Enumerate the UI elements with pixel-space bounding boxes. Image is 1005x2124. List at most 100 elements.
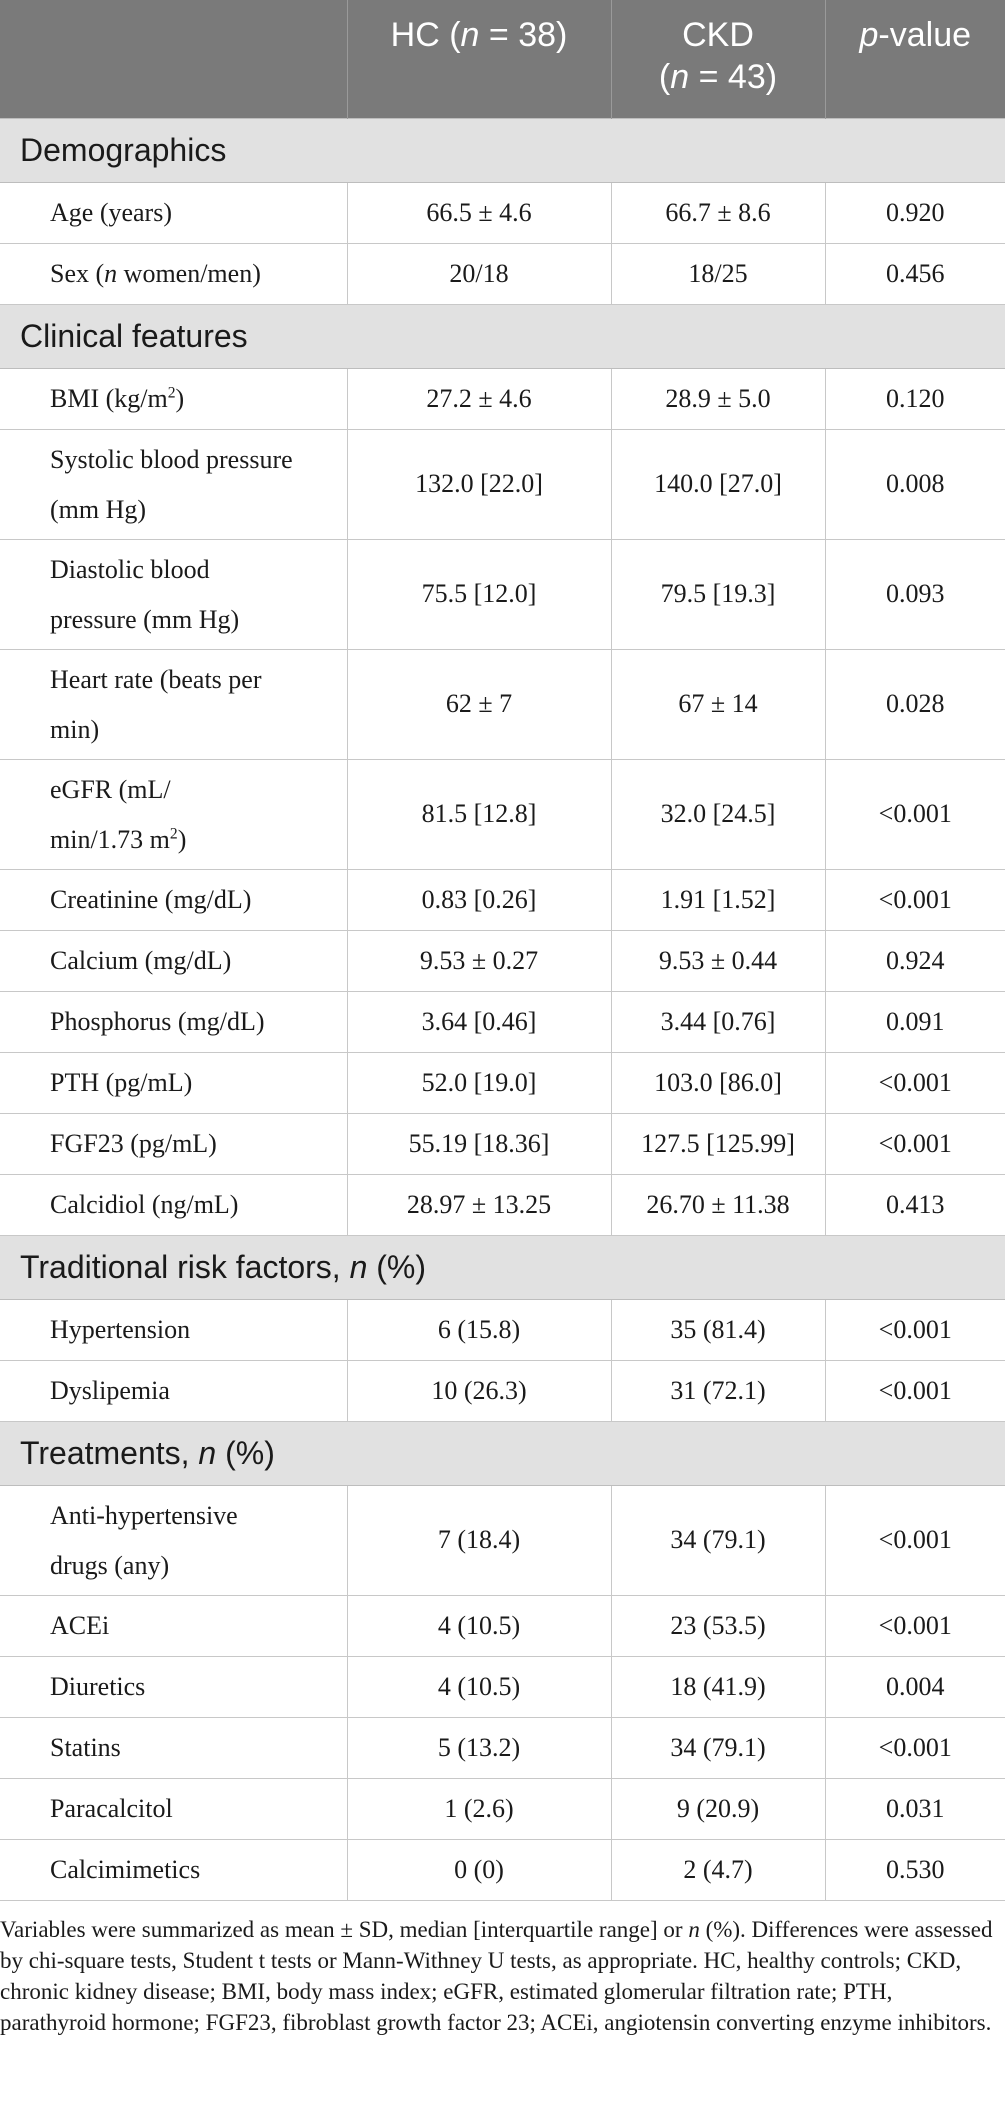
- header-pvalue-p: p: [859, 16, 879, 54]
- row-label-bmi-post: ): [175, 383, 185, 413]
- cell-hc-calcidiol: 28.97 ± 13.25: [346, 1173, 612, 1236]
- cell-hc-dyslipemia: 10 (26.3): [346, 1359, 612, 1422]
- cell-p-hr: 0.028: [824, 648, 1005, 760]
- row-label-sex: Sex (n women/men): [0, 242, 348, 305]
- table-row-age: Age (years) 66.5 ± 4.6 66.7 ± 8.6 0.920: [0, 181, 1005, 244]
- cell-hc-creatinine: 0.83 [0.26]: [346, 868, 612, 931]
- cell-ckd-calcium: 9.53 ± 0.44: [610, 929, 826, 992]
- cell-p-phosphorus: 0.091: [824, 990, 1005, 1053]
- cell-hc-egfr: 81.5 [12.8]: [346, 758, 612, 870]
- cell-ckd-age: 66.7 ± 8.6: [610, 181, 826, 244]
- cell-ckd-fgf23: 127.5 [125.99]: [610, 1112, 826, 1175]
- row-label-acei: ACEi: [0, 1594, 348, 1657]
- row-label-egfr-l1: eGFR (mL/: [50, 775, 171, 804]
- cell-hc-phosphorus: 3.64 [0.46]: [346, 990, 612, 1053]
- table-row-pth: PTH (pg/mL) 52.0 [19.0] 103.0 [86.0] <0.…: [0, 1051, 1005, 1114]
- table-row-acei: ACEi 4 (10.5) 23 (53.5) <0.001: [0, 1594, 1005, 1657]
- cell-p-dbp: 0.093: [824, 538, 1005, 650]
- table-row-paracalcitol: Paracalcitol 1 (2.6) 9 (20.9) 0.031: [0, 1777, 1005, 1840]
- header-ckd: CKD (n = 43): [610, 0, 825, 118]
- section-risk-suffix: (%): [367, 1248, 427, 1285]
- cell-p-fgf23: <0.001: [824, 1112, 1005, 1175]
- cell-p-egfr: <0.001: [824, 758, 1005, 870]
- table-container: HC (n = 38) CKD (n = 43) p-value Demograp…: [0, 0, 1005, 2035]
- row-label-fgf23: FGF23 (pg/mL): [0, 1112, 348, 1175]
- row-label-paracalcitol: Paracalcitol: [0, 1777, 348, 1840]
- cell-p-antihypertensive: <0.001: [824, 1484, 1005, 1596]
- cell-hc-fgf23: 55.19 [18.36]: [346, 1112, 612, 1175]
- row-label-egfr: eGFR (mL/min/1.73 m2): [0, 758, 348, 870]
- section-row-risk-factors: Traditional risk factors, n (%): [0, 1234, 1005, 1300]
- section-row-treatments: Treatments, n (%): [0, 1420, 1005, 1486]
- cell-ckd-creatinine: 1.91 [1.52]: [610, 868, 826, 931]
- cell-ckd-phosphorus: 3.44 [0.76]: [610, 990, 826, 1053]
- row-label-hypertension: Hypertension: [0, 1298, 348, 1361]
- cell-ckd-hr: 67 ± 14: [610, 648, 826, 760]
- row-label-bmi-sup: 2: [167, 383, 176, 401]
- header-hc-prefix: HC (: [390, 16, 461, 54]
- header-ckd-name: CKD: [682, 16, 754, 54]
- row-label-calcimimetics: Calcimimetics: [0, 1838, 348, 1901]
- table-row-calcium: Calcium (mg/dL) 9.53 ± 0.27 9.53 ± 0.44 …: [0, 929, 1005, 992]
- cell-p-calcium: 0.924: [824, 929, 1005, 992]
- header-pvalue-suffix: -value: [878, 16, 972, 54]
- row-label-calcium: Calcium (mg/dL): [0, 929, 348, 992]
- cell-p-statins: <0.001: [824, 1716, 1005, 1779]
- table-row-sex: Sex (n women/men) 20/18 18/25 0.456: [0, 242, 1005, 305]
- row-label-calcidiol: Calcidiol (ng/mL): [0, 1173, 348, 1236]
- row-label-sex-post: women/men): [117, 258, 261, 288]
- cell-ckd-antihypertensive: 34 (79.1): [610, 1484, 826, 1596]
- row-label-antihypertensive: Anti-hypertensive drugs (any): [0, 1484, 348, 1596]
- table-row-calcidiol: Calcidiol (ng/mL) 28.97 ± 13.25 26.70 ± …: [0, 1173, 1005, 1236]
- row-label-bmi-pre: BMI (kg/m: [50, 383, 168, 413]
- cell-p-diuretics: 0.004: [824, 1655, 1005, 1718]
- cell-hc-paracalcitol: 1 (2.6): [346, 1777, 612, 1840]
- table-row-calcimimetics: Calcimimetics 0 (0) 2 (4.7) 0.530: [0, 1838, 1005, 1901]
- table-row-egfr: eGFR (mL/min/1.73 m2) 81.5 [12.8] 32.0 […: [0, 758, 1005, 870]
- cell-hc-hr: 62 ± 7: [346, 648, 612, 760]
- cell-hc-diuretics: 4 (10.5): [346, 1655, 612, 1718]
- row-label-diuretics: Diuretics: [0, 1655, 348, 1718]
- section-treatments: Treatments, n (%): [0, 1420, 1005, 1486]
- cell-hc-sbp: 132.0 [22.0]: [346, 428, 612, 540]
- row-label-hr-l2: min): [50, 715, 100, 744]
- row-label-creatinine: Creatinine (mg/dL): [0, 868, 348, 931]
- cell-hc-hypertension: 6 (15.8): [346, 1298, 612, 1361]
- table-row-fgf23: FGF23 (pg/mL) 55.19 [18.36] 127.5 [125.9…: [0, 1112, 1005, 1175]
- header-pvalue: p-value: [824, 0, 1005, 118]
- table-row-antihypertensive: Anti-hypertensive drugs (any) 7 (18.4) 34…: [0, 1484, 1005, 1596]
- footnote-post: (%). Differences were assessed by chi-sq…: [0, 1916, 993, 2035]
- cell-hc-pth: 52.0 [19.0]: [346, 1051, 612, 1114]
- footnote-n: n: [688, 1916, 700, 1942]
- cell-p-pth: <0.001: [824, 1051, 1005, 1114]
- row-label-egfr-l2-pre: min/1.73 m: [50, 825, 170, 854]
- cell-hc-calcimimetics: 0 (0): [346, 1838, 612, 1901]
- cell-p-paracalcitol: 0.031: [824, 1777, 1005, 1840]
- cell-ckd-paracalcitol: 9 (20.9): [610, 1777, 826, 1840]
- table-row-bmi: BMI (kg/m2) 27.2 ± 4.6 28.9 ± 5.0 0.120: [0, 367, 1005, 430]
- table-row-sbp: Systolic blood pressure (mm Hg) 132.0 [22…: [0, 428, 1005, 540]
- row-label-statins: Statins: [0, 1716, 348, 1779]
- section-risk-prefix: Traditional risk factors,: [20, 1248, 350, 1285]
- cell-p-dyslipemia: <0.001: [824, 1359, 1005, 1422]
- section-treat-prefix: Treatments,: [20, 1434, 199, 1471]
- row-label-dyslipemia: Dyslipemia: [0, 1359, 348, 1422]
- table-row-phosphorus: Phosphorus (mg/dL) 3.64 [0.46] 3.44 [0.7…: [0, 990, 1005, 1053]
- row-label-sbp-l1: Systolic blood pressure: [50, 445, 293, 474]
- header-ckd-n: n: [670, 58, 690, 96]
- cell-ckd-calcimimetics: 2 (4.7): [610, 1838, 826, 1901]
- row-label-hr: Heart rate (beats per min): [0, 648, 348, 760]
- table-row-creatinine: Creatinine (mg/dL) 0.83 [0.26] 1.91 [1.5…: [0, 868, 1005, 931]
- header-variable: [0, 0, 347, 118]
- table-row-diuretics: Diuretics 4 (10.5) 18 (41.9) 0.004: [0, 1655, 1005, 1718]
- row-label-sbp: Systolic blood pressure (mm Hg): [0, 428, 348, 540]
- cell-p-calcidiol: 0.413: [824, 1173, 1005, 1236]
- cell-p-bmi: 0.120: [824, 367, 1005, 430]
- row-label-sbp-l2: (mm Hg): [50, 495, 147, 524]
- section-risk-n: n: [349, 1248, 368, 1285]
- cell-ckd-sex: 18/25: [610, 242, 826, 305]
- table-row-dbp: Diastolic blood pressure (mm Hg) 75.5 [12…: [0, 538, 1005, 650]
- section-treat-suffix: (%): [216, 1434, 275, 1471]
- section-risk-factors: Traditional risk factors, n (%): [0, 1234, 1005, 1300]
- cell-hc-bmi: 27.2 ± 4.6: [346, 367, 612, 430]
